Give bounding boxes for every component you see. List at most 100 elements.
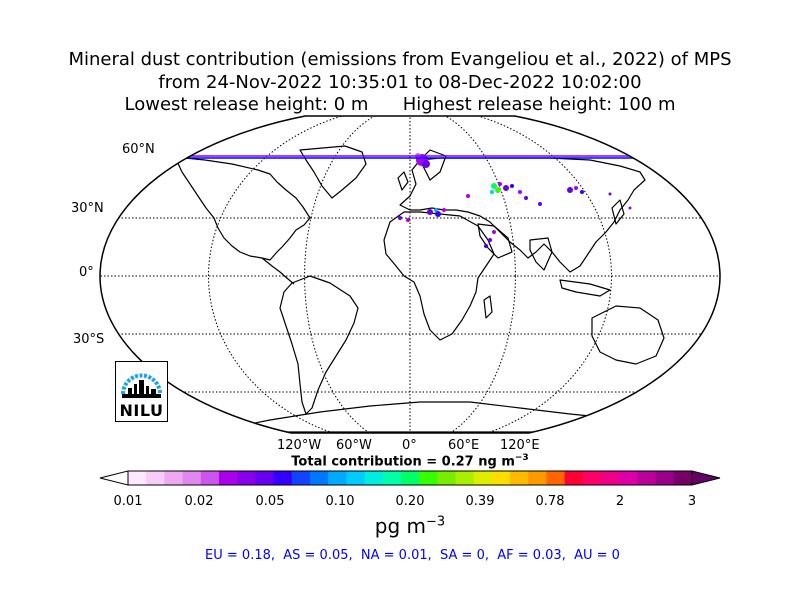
colorbar-segment	[655, 471, 675, 485]
lat-label-30s: 30°S	[73, 332, 105, 347]
dust-patch	[466, 194, 470, 198]
colorbar-tick-label: 0.39	[465, 494, 495, 509]
colorbar-segment	[291, 471, 311, 485]
north-america-coast	[174, 156, 311, 261]
nilu-logo-text: NILU	[119, 401, 164, 420]
colorbar-segment	[200, 471, 220, 485]
dust-patch	[435, 211, 441, 217]
uk-coast	[397, 171, 409, 191]
dust-patch	[492, 230, 496, 234]
dust-patch	[567, 187, 573, 193]
colorbar-tick-label: 0.05	[255, 494, 285, 509]
dust-patch	[491, 183, 497, 189]
dust-patch	[427, 209, 433, 215]
nilu-logo: NILU	[115, 361, 168, 422]
central-america-coast	[261, 257, 295, 285]
colorbar-tick-label: 2	[615, 494, 625, 509]
colorbar-segment	[637, 471, 657, 485]
colorbar-segment	[146, 471, 165, 485]
colorbar-segment	[164, 471, 184, 485]
colorbar-tick-label: 0.01	[113, 494, 143, 509]
dust-patch	[574, 186, 578, 190]
colorbar-segment	[328, 471, 347, 485]
colorbar-segment	[455, 471, 475, 485]
colorbar-frame	[127, 470, 693, 486]
colorbar-segment	[364, 471, 384, 485]
total-contribution-text: Total contribution = 0.27 ng m	[291, 454, 515, 470]
map-content	[100, 116, 721, 433]
africa-coast	[383, 211, 495, 341]
south-america-coast	[279, 275, 359, 415]
colorbar-segment	[564, 471, 584, 485]
unit-base: pg m	[374, 514, 427, 538]
dust-patch	[488, 238, 492, 242]
dust-patch	[580, 190, 584, 194]
colorbar-segment	[400, 471, 420, 485]
arabia-coast	[477, 223, 513, 259]
dust-patch	[510, 184, 514, 188]
colorbar-segment	[528, 471, 547, 485]
colorbar-tick-label: 0.20	[395, 494, 425, 509]
lon-label-120e: 120°E	[500, 438, 540, 453]
colorbar-over-arrow	[691, 470, 721, 486]
lat-label-60n: 60°N	[122, 142, 155, 157]
colorbar-segment	[437, 471, 456, 485]
unit-label: pg m−3	[0, 514, 800, 538]
dust-patch	[495, 187, 501, 193]
antarctica-coast	[229, 401, 641, 433]
colorbar-segment	[237, 471, 256, 485]
lat-label-0: 0°	[79, 265, 94, 280]
dust-patch	[628, 206, 632, 210]
dust-patch	[422, 160, 430, 168]
madagascar-coast	[483, 295, 493, 319]
dust-patch	[518, 190, 522, 194]
dust-patch	[490, 190, 494, 194]
dust-patch	[398, 216, 402, 220]
japan-coast	[611, 199, 625, 225]
region-summary: EU = 0.18, AS = 0.05, NA = 0.01, SA = 0,…	[205, 548, 620, 563]
total-contribution-exponent: −3	[514, 453, 529, 463]
dust-patch	[503, 185, 509, 191]
total-contribution: Total contribution = 0.27 ng m−3	[0, 453, 800, 469]
lowest-release-height: Lowest release height: 0 m	[124, 94, 369, 115]
colorbar-segment	[273, 471, 293, 485]
greenland-coast	[299, 145, 367, 199]
lon-label-60e: 60°E	[448, 438, 480, 453]
title-line-2: from 24-Nov-2022 10:35:01 to 08-Dec-2022…	[158, 72, 642, 93]
scandinavia-coast	[419, 149, 447, 181]
coastlines	[174, 145, 691, 433]
dust-patch	[442, 208, 446, 212]
colorbar-tick-label: 0.78	[535, 494, 565, 509]
colorbar-segment	[218, 471, 238, 485]
colorbar-segment	[419, 471, 438, 485]
colorbar-under-arrow	[99, 470, 129, 486]
colorbar-segment	[255, 471, 275, 485]
meridian-line	[304, 116, 516, 433]
colorbar-tick-label: 0.02	[184, 494, 214, 509]
colorbar-segment	[619, 471, 638, 485]
india-coast	[529, 237, 553, 271]
colorbar-segment	[346, 471, 366, 485]
new-zealand-coast	[679, 355, 691, 379]
title-line-1: Mineral dust contribution (emissions fro…	[68, 49, 732, 70]
highest-release-height: Highest release height: 100 m	[402, 94, 676, 115]
colorbar-segment	[309, 471, 329, 485]
colorbar-segment	[182, 471, 202, 485]
lon-label-60w: 60°W	[336, 438, 372, 453]
colorbar-segment	[473, 471, 493, 485]
colorbar-segment	[491, 471, 511, 485]
unit-exponent: −3	[426, 514, 446, 530]
dust-patch	[484, 244, 488, 248]
colorbar-segment	[582, 471, 602, 485]
colorbar-segment	[128, 471, 147, 485]
australia-coast	[591, 305, 665, 365]
colorbar-tick-label: 3	[687, 494, 697, 509]
colorbar	[99, 470, 721, 486]
indonesia-coast	[559, 279, 611, 297]
colorbar-segment	[510, 471, 529, 485]
colorbar-segment	[546, 471, 566, 485]
dust-contribution-field	[398, 153, 632, 248]
map-boundary	[99, 115, 721, 434]
lon-label-120w: 120°W	[277, 438, 322, 453]
lat-label-30n: 30°N	[71, 201, 104, 216]
